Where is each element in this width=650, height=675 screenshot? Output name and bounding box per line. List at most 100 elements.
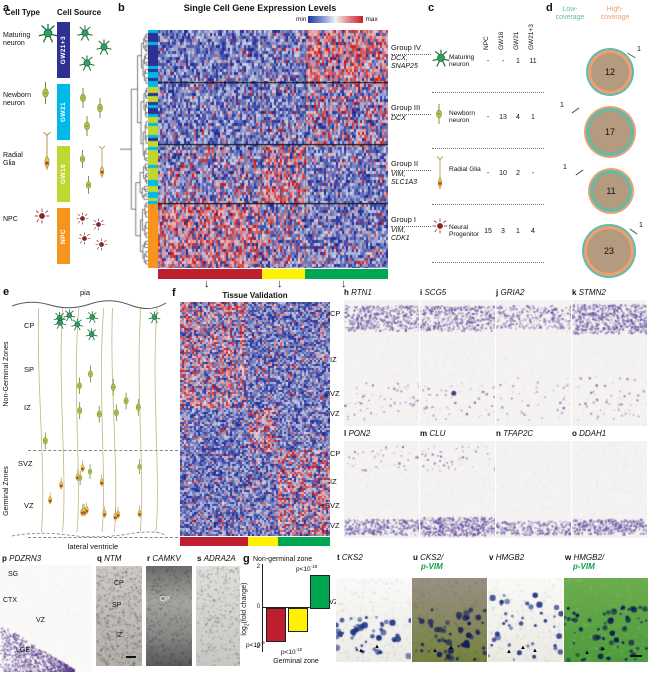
col-header-npc: NPC — [483, 36, 490, 50]
cluster-yellow-bar — [261, 269, 306, 279]
non-germinal-zone-label: Non-germinal zone — [253, 556, 313, 563]
panel-letter-f: f — [172, 287, 176, 299]
scale-min-label: min — [296, 16, 307, 23]
venn-circle-2: 17 — [586, 108, 634, 156]
source-bar-gw21: GW21 — [57, 84, 70, 140]
cell-value: - — [501, 58, 505, 65]
cluster-green-bar — [305, 269, 388, 279]
zone-label-cp: CP — [330, 449, 341, 458]
hmgb2-pvim-stain-image — [564, 578, 648, 662]
venn-unique-count: 1 — [639, 222, 643, 229]
pdzrn3-ish-image — [0, 565, 92, 672]
gene-name: CLU — [429, 429, 446, 438]
pon2-ish-image — [344, 441, 419, 538]
ntm-ish-image — [96, 566, 142, 666]
panel-letter-j: j — [496, 288, 499, 297]
scale-bar — [126, 656, 136, 658]
panel-letter-q: q — [97, 554, 102, 563]
gria2-ish-image — [496, 300, 571, 426]
zone-label-iz: IZ — [24, 403, 31, 412]
panel-letter-t: t — [337, 553, 340, 562]
adra2a-ish-image — [196, 566, 240, 666]
g-ytick: 0 — [256, 604, 260, 610]
g-pvalue-green: p<10-18 — [296, 564, 318, 574]
panel-letter-u: u — [413, 553, 418, 562]
radial-fiber — [100, 307, 105, 533]
scale-bar — [630, 655, 642, 657]
maturing-neuron-icon — [431, 48, 451, 68]
gene-name: CKS2/ — [420, 553, 444, 562]
cell-value: 2 — [516, 170, 520, 177]
group-i-label: Group I VIM, CDK1 — [391, 215, 431, 243]
cell-source-colorbar — [148, 30, 158, 268]
newborn-neuron-icon — [82, 116, 92, 136]
group-name: Group I — [391, 215, 431, 227]
radial-glia-icon — [40, 132, 54, 170]
clu-ish-image — [420, 441, 495, 538]
heatmap-title: Single Cell Gene Expression Levels — [183, 3, 337, 13]
cell-value: - — [486, 58, 490, 65]
cell-value: - — [531, 170, 535, 177]
npc-icon — [78, 232, 91, 245]
newborn-neuron-icon — [123, 392, 129, 410]
col-header-gw21: GW21 — [513, 31, 520, 50]
row-divider — [432, 262, 544, 263]
radial-fiber — [37, 307, 44, 533]
hmgb2-stain-image — [488, 578, 563, 662]
panel-r-label: r CAMKV — [147, 554, 181, 563]
panel-i-label: i SCG5 — [420, 288, 446, 297]
panel-u-label: u CKS2/ — [413, 553, 443, 562]
cluster-red-bar — [180, 537, 248, 546]
source-bar-label: GW21+3 — [60, 35, 67, 65]
venn-circle-1: 12 — [588, 50, 632, 94]
cell-source-title: Cell Source — [57, 8, 102, 17]
group-name: Group IV — [391, 43, 431, 55]
cell-value: 4 — [531, 228, 535, 235]
up-arrow-icon: ▲ — [448, 645, 454, 651]
expression-heatmap — [158, 30, 388, 268]
npc-icon — [34, 208, 50, 224]
up-arrow-icon: ▲ — [584, 650, 590, 656]
panel-letter-k: k — [572, 288, 577, 297]
newborn-neuron-icon — [87, 365, 94, 383]
cell-value: 11 — [529, 58, 537, 65]
row-divider — [432, 148, 544, 149]
source-bar-label: NPC — [60, 228, 67, 244]
tissue-validation-title: Tissue Validation — [222, 291, 288, 300]
maturing-neuron-icon — [78, 54, 96, 72]
venn-callout-line — [571, 107, 580, 114]
cell-value: 13 — [499, 114, 507, 121]
cell-value: 4 — [516, 114, 520, 121]
cluster-yellow-bar — [247, 537, 278, 546]
ctx-label: CTX — [3, 597, 17, 604]
sg-label: SG — [8, 571, 19, 578]
source-bar-gw16: GW16 — [57, 146, 70, 202]
panel-j-label: j GRIA2 — [496, 288, 524, 297]
cell-type-title: Cell Type — [5, 8, 40, 17]
g-bar-yellow — [288, 608, 308, 632]
panel-letter-d: d — [546, 2, 553, 14]
cks2-pvim-stain-image — [412, 578, 487, 662]
gene-name: CAMKV — [152, 554, 181, 563]
newborn-neuron-icon — [40, 82, 51, 104]
maturing-neuron-icon — [37, 22, 59, 44]
maturing-neuron-icon — [148, 310, 161, 324]
venn-callout-line — [627, 52, 636, 59]
g-y-axis — [262, 564, 263, 652]
cell-value: 15 — [484, 228, 492, 235]
panel-w-label: w HMGB2/ — [565, 553, 604, 562]
radial-fiber — [75, 307, 80, 533]
panel-h-label: h RTN1 — [344, 288, 372, 297]
panel-v-label: v HMGB2 — [489, 553, 524, 562]
panel-letter-g: g — [243, 553, 250, 565]
tissue-diagram — [11, 300, 167, 538]
row-label: Neural Progenitor — [449, 224, 479, 239]
newborn-neuron-icon — [77, 402, 83, 420]
gene-name: CKS2 — [341, 553, 363, 562]
venn-unique-count: 1 — [563, 164, 567, 171]
down-arrow-icon: ↓ — [341, 278, 347, 290]
scg5-ish-image — [420, 300, 495, 426]
zone-label-vz: VZ — [330, 521, 340, 530]
germinal-zones-label: Germinal Zones — [2, 466, 10, 516]
gene-name: STMN2 — [578, 288, 606, 297]
